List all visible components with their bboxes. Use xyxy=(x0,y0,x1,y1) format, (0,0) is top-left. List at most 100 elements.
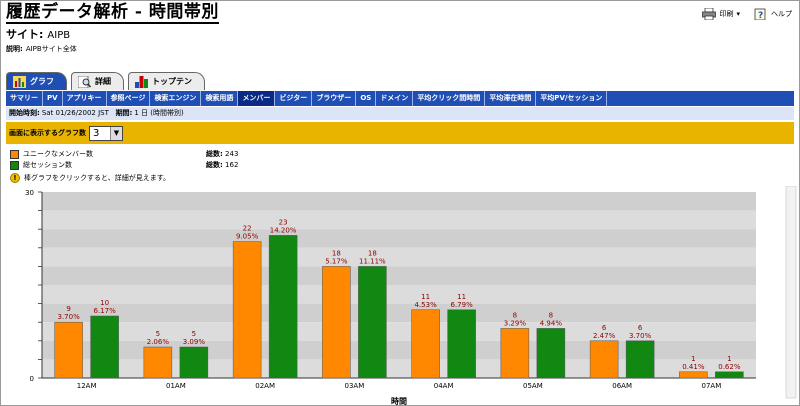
chart-bar[interactable] xyxy=(447,309,476,379)
graph-count-select[interactable]: 3 ▼ xyxy=(89,125,123,141)
nav-pv[interactable]: PV xyxy=(43,91,63,106)
nav-referrer[interactable]: 参照ページ xyxy=(107,91,151,106)
bar-value-label: 8 xyxy=(549,311,553,319)
chevron-down-icon[interactable]: ▼ xyxy=(110,126,122,140)
vertical-scrollbar[interactable] xyxy=(785,186,797,399)
help-link[interactable]: ? ヘルプ xyxy=(754,8,792,20)
chart-bar[interactable] xyxy=(358,266,387,379)
nav-avg-pv-per-session[interactable]: 平均PV/セッション xyxy=(536,91,608,106)
chart-bar[interactable] xyxy=(536,328,566,379)
report-nav: サマリー PV アプリキー 参照ページ 検索エンジン 検索用語 メンバー ビジタ… xyxy=(6,91,794,106)
bar-value-label: 5 xyxy=(192,330,196,338)
period-value: 1 日 (時間帯別) xyxy=(134,109,184,117)
x-tick-label: 12AM xyxy=(77,382,97,390)
chart-bar[interactable] xyxy=(625,340,655,379)
nav-app-key[interactable]: アプリキー xyxy=(63,91,107,106)
svg-text:?: ? xyxy=(758,11,763,20)
bar-percent-label: 4.94% xyxy=(540,319,563,327)
nav-avg-stay-time[interactable]: 平均滞在時間 xyxy=(485,91,537,106)
chart-bar[interactable] xyxy=(679,371,708,379)
bar-value-label: 10 xyxy=(100,299,109,307)
chart-bar[interactable] xyxy=(143,346,173,379)
view-tabs: グラフ 詳細 トップテン xyxy=(6,72,205,90)
legend-label: 総セッション数 xyxy=(23,161,72,169)
nav-browser[interactable]: ブラウザー xyxy=(312,91,357,106)
bar-percent-label: 3.29% xyxy=(504,319,527,327)
tab-details-label: 詳細 xyxy=(95,77,111,86)
bar-percent-label: 14.20% xyxy=(270,226,297,234)
x-tick-label: 05AM xyxy=(523,382,543,390)
bar-percent-label: 2.06% xyxy=(147,338,170,346)
total-row: 総数: 162 xyxy=(206,160,238,171)
plot-band xyxy=(42,303,756,323)
bar-percent-label: 3.70% xyxy=(58,313,81,321)
bar-percent-label: 2.47% xyxy=(593,332,616,340)
chart-bar[interactable] xyxy=(90,315,119,379)
bar-percent-label: 9.05% xyxy=(236,233,259,241)
plot-band xyxy=(42,285,756,304)
tab-graph[interactable]: グラフ xyxy=(6,72,67,90)
chart-hint: ! 棒グラフをクリックすると、詳細が見えます。 xyxy=(10,173,170,183)
nav-search-terms[interactable]: 検索用語 xyxy=(201,91,239,106)
chart-bar[interactable] xyxy=(268,235,298,379)
chevron-down-icon: ▾ xyxy=(736,10,740,18)
nav-avg-click-interval[interactable]: 平均クリック間時間 xyxy=(413,91,486,106)
description-label: 説明: xyxy=(6,45,23,53)
bar-value-label: 9 xyxy=(66,305,70,313)
plot-band xyxy=(42,266,756,285)
bar-percent-label: 11.11% xyxy=(359,257,386,265)
nav-domain[interactable]: ドメイン xyxy=(376,91,414,106)
help-label: ヘルプ xyxy=(771,10,792,18)
chart-bar[interactable] xyxy=(232,241,262,379)
chart-bar[interactable] xyxy=(54,321,83,379)
exclamation-icon: ! xyxy=(10,173,20,183)
graph-count-value: 3 xyxy=(93,127,100,139)
chart-bar[interactable] xyxy=(411,309,440,379)
totals: 総数: 243 総数: 162 xyxy=(206,149,238,171)
description-row: 説明: AIPBサイト全体 xyxy=(6,44,77,54)
bar-chart: 03093.70%106.17%12AM52.06%53.09%01AM229.… xyxy=(25,186,797,406)
chart-bar[interactable] xyxy=(322,266,351,379)
x-tick-label: 03AM xyxy=(345,382,365,390)
tab-top-ten[interactable]: トップテン xyxy=(128,72,205,90)
bar-percent-label: 4.53% xyxy=(415,301,438,309)
bar-value-label: 18 xyxy=(332,249,341,257)
chart-bar[interactable] xyxy=(715,371,744,379)
tab-details[interactable]: 詳細 xyxy=(71,72,124,90)
bar-percent-label: 6.79% xyxy=(451,301,474,309)
start-value: Sat 01/26/2002 JST xyxy=(41,109,109,117)
legend-item: 総セッション数 xyxy=(10,160,93,171)
bar-percent-label: 3.09% xyxy=(183,338,206,346)
bar-value-label: 18 xyxy=(368,249,377,257)
start-label: 開始時刻: xyxy=(9,109,40,117)
site-label: サイト: xyxy=(6,28,44,41)
bar-value-label: 11 xyxy=(421,293,430,301)
chart-bar[interactable] xyxy=(179,346,209,379)
x-tick-label: 01AM xyxy=(166,382,186,390)
magnifier-icon xyxy=(78,75,91,88)
bar-percent-label: 3.70% xyxy=(629,332,652,340)
total-value: 162 xyxy=(225,161,239,169)
legend-swatch-orange xyxy=(10,150,19,159)
bar-percent-label: 5.17% xyxy=(325,257,348,265)
x-tick-label: 07AM xyxy=(702,382,722,390)
nav-visitors[interactable]: ビジター xyxy=(275,91,313,106)
chart-legend: ユニークなメンバー数 総セッション数 xyxy=(10,149,93,171)
period-label: 期間: xyxy=(115,109,133,117)
chart-bar[interactable] xyxy=(500,328,530,379)
site-row: サイト: AIPB xyxy=(6,26,70,42)
bar-value-label: 23 xyxy=(279,218,288,226)
print-link[interactable]: 印刷 ▾ xyxy=(702,8,740,20)
top-links: 印刷 ▾ ? ヘルプ xyxy=(702,8,792,20)
y-tick-label: 0 xyxy=(30,375,34,383)
chart-bar[interactable] xyxy=(589,340,619,379)
x-axis-title: 時間 xyxy=(391,396,407,406)
nav-search-engine[interactable]: 検索エンジン xyxy=(150,91,202,106)
bar-value-label: 1 xyxy=(727,355,731,363)
bar-value-label: 1 xyxy=(691,355,695,363)
nav-summary[interactable]: サマリー xyxy=(6,91,43,106)
nav-os[interactable]: OS xyxy=(356,91,377,106)
nav-members[interactable]: メンバー xyxy=(238,91,276,106)
legend-item: ユニークなメンバー数 xyxy=(10,149,93,160)
bar-value-label: 8 xyxy=(513,311,517,319)
